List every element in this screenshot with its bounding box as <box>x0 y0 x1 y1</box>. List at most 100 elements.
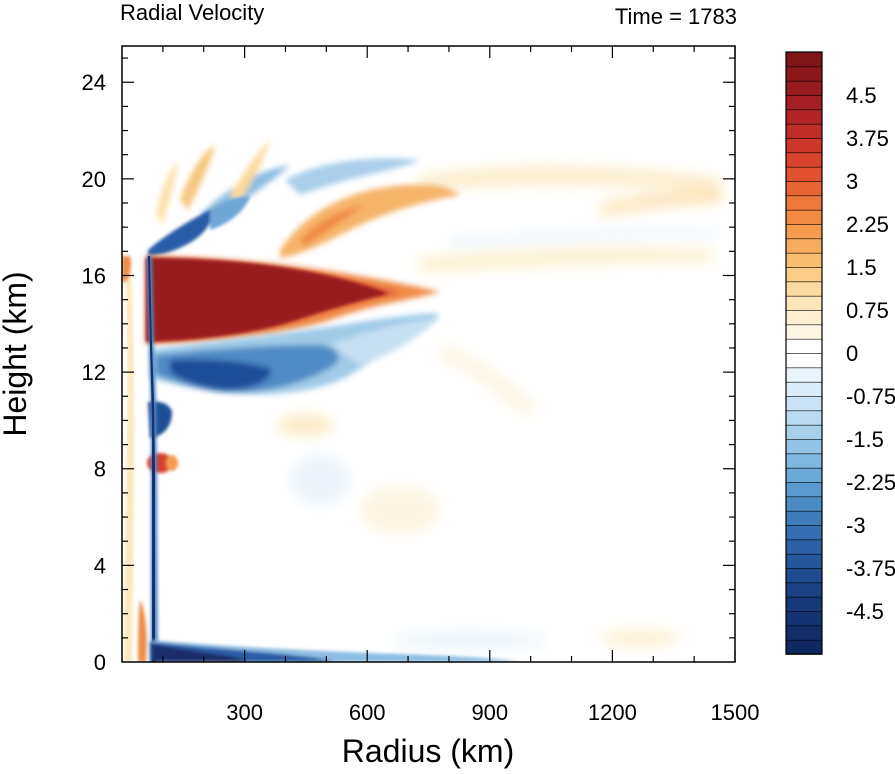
colorbar-bin <box>785 51 823 68</box>
colorbar-label: 0 <box>846 341 858 366</box>
chart-title: Radial Velocity <box>120 0 264 25</box>
time-label: Time = 1783 <box>615 4 737 29</box>
colorbar-bin <box>785 94 823 111</box>
colorbar-label: -3.75 <box>846 556 895 581</box>
colorbar-label: 3.75 <box>846 126 889 151</box>
y-tick-label: 0 <box>94 650 106 675</box>
y-tick-label: 20 <box>82 167 106 192</box>
inflow-above-eyewall <box>148 210 211 256</box>
outflow-jet-core <box>146 258 388 342</box>
inflow-band-20km <box>285 158 420 195</box>
colorbar-bin <box>785 410 823 426</box>
outflow-core-18km <box>300 205 365 246</box>
colorbar-bin <box>785 238 823 254</box>
y-tick-label: 12 <box>82 360 106 385</box>
faint-outflow-patch-5km <box>360 486 440 534</box>
inflow-above-eyewall-outer <box>210 196 250 230</box>
colorbar-bin <box>785 524 823 541</box>
outflow-8km-halo <box>166 455 178 471</box>
colorbar-bin <box>785 180 823 197</box>
faint-outflow-band-16km <box>420 248 712 272</box>
faint-inflow-patch-1km <box>390 630 550 650</box>
colorbar-label: -0.75 <box>846 384 895 409</box>
inflow-layer-wisp <box>330 318 440 365</box>
y-tick-label: 8 <box>94 457 106 482</box>
colorbar-label: 4.5 <box>846 83 877 108</box>
y-tick-label: 24 <box>82 70 106 95</box>
colorbar-label: 2.25 <box>846 212 889 237</box>
colorbar-bin <box>785 510 823 526</box>
eyewall-edge-core <box>148 256 155 662</box>
colorbar-bin <box>785 109 823 125</box>
x-tick-label: 600 <box>349 700 386 725</box>
colorbar-bin <box>785 309 823 326</box>
colorbar-bin <box>785 438 823 455</box>
outflow-band-18km <box>280 184 460 258</box>
colorbar-bin <box>785 223 823 240</box>
colorbar-bin <box>785 596 823 612</box>
colorbar-bin <box>785 582 823 598</box>
colorbar-bin <box>785 553 823 569</box>
colorbar-bin <box>785 610 823 627</box>
colorbar-bin <box>785 639 823 655</box>
colorbar-label: -3 <box>846 513 866 538</box>
colorbar-bin <box>785 209 823 225</box>
colorbar-frame <box>785 51 823 655</box>
colorbar-bin <box>785 152 823 168</box>
colorbar-bin <box>785 281 823 297</box>
bl-inflow-core <box>152 644 248 662</box>
colorbar-bin <box>785 137 823 154</box>
outflow-streak-3 <box>156 160 178 225</box>
outflow-streak-2 <box>230 140 270 205</box>
colorbar-bin <box>785 381 823 397</box>
colorbar-bin <box>785 467 823 483</box>
y-axis-label: Height (km) <box>0 271 33 436</box>
colorbar-bin <box>785 625 823 641</box>
colorbar-bin <box>785 496 823 512</box>
colorbar-bin <box>785 80 823 96</box>
colorbar-label: 1.5 <box>846 255 877 280</box>
colorbar: 4.5 3.75 3 2.25 1.5 0.75 0 -0.75 -1.5 -2.25 -3 -3.7… <box>785 51 895 655</box>
faint-outflow-patch-1km <box>600 630 680 646</box>
colorbar-bin <box>785 481 823 498</box>
faint-inflow-band-mid <box>450 229 720 246</box>
axes: 300 600 900 1200 1500 0 4 8 12 16 20 24 <box>82 46 760 725</box>
colorbar-bin <box>785 252 823 268</box>
colorbar-bin <box>785 195 823 211</box>
inner-outflow-strip <box>124 258 134 662</box>
colorbar-bin <box>785 123 823 139</box>
x-tick-label: 1200 <box>588 700 637 725</box>
outflow-streak-1 <box>180 145 215 210</box>
velocity-field <box>122 140 722 662</box>
colorbar-bin <box>785 453 823 469</box>
faint-outflow-patch-10km <box>277 415 333 435</box>
inflow-layer-core <box>170 359 271 390</box>
colorbar-label: -1.5 <box>846 427 884 452</box>
faint-outflow-band-upper <box>420 166 720 192</box>
colorbar-label: 0.75 <box>846 298 889 323</box>
x-tick-label: 900 <box>471 700 508 725</box>
y-tick-label: 16 <box>82 263 106 288</box>
faint-inflow-patch-5km <box>290 454 350 506</box>
colorbar-label: -2.25 <box>846 470 895 495</box>
x-tick-label: 1500 <box>711 700 760 725</box>
colorbar-bin <box>785 424 823 440</box>
x-axis-label: Radius (km) <box>342 733 514 769</box>
faint-outflow-band-right <box>600 189 722 215</box>
faint-outflow-patch-12km <box>440 345 540 415</box>
colorbar-bin <box>785 539 823 555</box>
colorbar-bin <box>785 324 823 340</box>
plot-frame <box>121 45 736 663</box>
colorbar-bin <box>785 266 823 283</box>
x-tick-label: 300 <box>226 700 263 725</box>
colorbar-label: 3 <box>846 169 858 194</box>
inner-outflow-strip-low <box>138 600 147 662</box>
colorbar-label: -4.5 <box>846 599 884 624</box>
colorbar-bin <box>785 367 823 383</box>
y-tick-label: 4 <box>94 553 106 578</box>
colorbar-bin <box>785 295 823 311</box>
colorbar-bin <box>785 352 823 369</box>
colorbar-bin <box>785 338 823 354</box>
colorbar-bin <box>785 166 823 182</box>
